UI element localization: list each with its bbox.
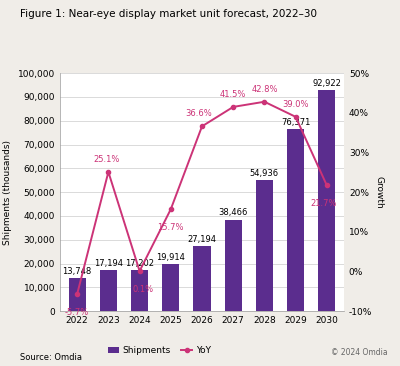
Text: 19,914: 19,914 xyxy=(156,253,185,262)
Text: Figure 1: Near-eye display market unit forecast, 2022–30: Figure 1: Near-eye display market unit f… xyxy=(20,9,317,19)
Text: 17,194: 17,194 xyxy=(94,259,123,268)
Text: 38,466: 38,466 xyxy=(218,209,248,217)
Text: 15.7%: 15.7% xyxy=(158,223,184,232)
Bar xyxy=(256,180,273,311)
Text: 0.1%: 0.1% xyxy=(132,285,153,294)
Text: 41.5%: 41.5% xyxy=(220,90,246,99)
Bar xyxy=(318,90,336,311)
Text: 39.0%: 39.0% xyxy=(282,100,309,109)
Bar xyxy=(287,130,304,311)
Bar xyxy=(100,270,117,311)
Bar xyxy=(131,270,148,311)
Bar xyxy=(225,220,242,311)
Text: 92,922: 92,922 xyxy=(312,79,341,88)
Bar xyxy=(68,279,86,311)
Y-axis label: Shipments (thousands): Shipments (thousands) xyxy=(3,140,12,244)
Bar xyxy=(194,246,210,311)
Text: 13,748: 13,748 xyxy=(62,267,92,276)
Text: -5.7%: -5.7% xyxy=(65,308,89,317)
Bar xyxy=(162,264,179,311)
Text: 21.7%: 21.7% xyxy=(310,199,337,208)
Y-axis label: Growth: Growth xyxy=(374,176,383,209)
Text: 42.8%: 42.8% xyxy=(251,85,278,94)
Text: 76,371: 76,371 xyxy=(281,118,310,127)
Text: 36.6%: 36.6% xyxy=(186,109,212,118)
Text: Source: Omdia: Source: Omdia xyxy=(20,352,82,362)
Text: 54,936: 54,936 xyxy=(250,169,279,178)
Text: © 2024 Omdia: © 2024 Omdia xyxy=(331,348,388,357)
Text: 17,202: 17,202 xyxy=(125,259,154,268)
Text: 27,194: 27,194 xyxy=(188,235,216,244)
Text: 25.1%: 25.1% xyxy=(94,155,120,164)
Legend: Shipments, YoY: Shipments, YoY xyxy=(104,343,214,359)
